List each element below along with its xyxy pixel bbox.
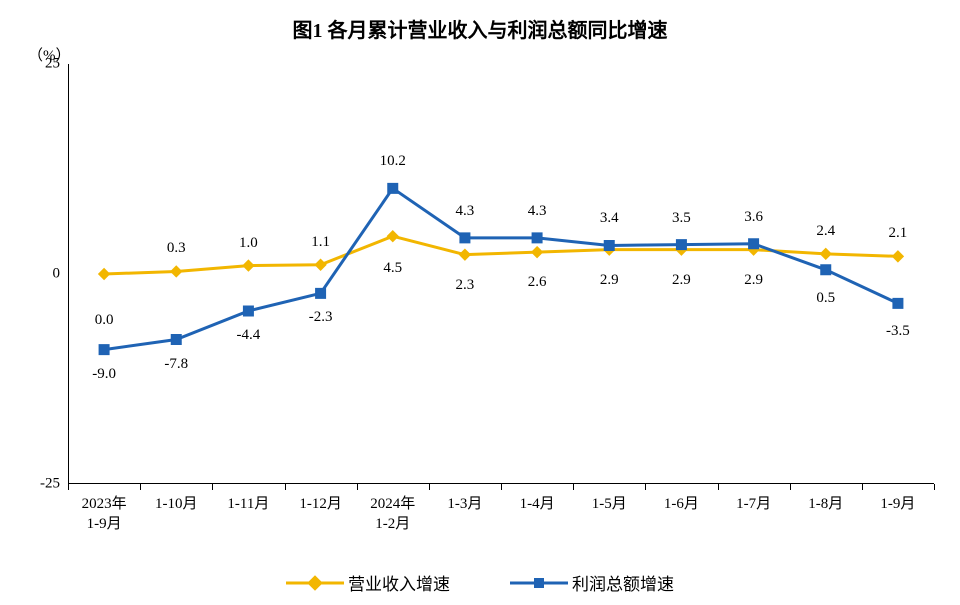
series-marker xyxy=(243,306,253,316)
x-tick xyxy=(357,484,358,490)
data-label: 3.4 xyxy=(600,210,619,227)
x-category-label: 1-8月 xyxy=(808,494,843,514)
series-marker xyxy=(460,233,470,243)
data-label: 2.1 xyxy=(889,225,908,242)
data-label: 0.0 xyxy=(95,312,114,329)
x-tick xyxy=(501,484,502,490)
x-tick xyxy=(573,484,574,490)
x-category-label: 1-7月 xyxy=(736,494,771,514)
x-tick xyxy=(429,484,430,490)
data-label: 0.5 xyxy=(816,290,835,307)
x-category-label: 2023年 1-9月 xyxy=(82,494,127,535)
data-label: 3.6 xyxy=(744,209,763,226)
plot-area: -250252023年 1-9月1-10月1-11月1-12月2024年 1-2… xyxy=(68,64,934,484)
series-marker xyxy=(821,265,831,275)
series-marker xyxy=(676,240,686,250)
y-tick-label: 0 xyxy=(53,266,61,283)
series-marker xyxy=(459,249,470,260)
series-marker xyxy=(892,251,903,262)
x-tick xyxy=(790,484,791,490)
data-label: 4.5 xyxy=(383,260,402,277)
series-marker xyxy=(820,248,831,259)
x-category-label: 1-11月 xyxy=(227,494,269,514)
data-label: -3.5 xyxy=(886,323,910,340)
x-category-label: 1-4月 xyxy=(520,494,555,514)
series-marker xyxy=(749,239,759,249)
y-tick-label: -25 xyxy=(40,476,60,493)
legend-label: 营业收入增速 xyxy=(348,570,450,595)
legend: 营业收入增速 利润总额增速 xyxy=(0,570,960,595)
data-label: 2.6 xyxy=(528,274,547,291)
legend-swatch xyxy=(286,576,344,590)
series-marker xyxy=(604,240,614,250)
x-category-label: 2024年 1-2月 xyxy=(370,494,415,535)
series-marker xyxy=(99,269,110,280)
legend-swatch xyxy=(510,576,568,590)
data-label: -4.4 xyxy=(237,327,261,344)
y-tick-label: 25 xyxy=(45,56,60,73)
data-label: 2.9 xyxy=(744,272,763,289)
x-tick xyxy=(140,484,141,490)
series-marker xyxy=(388,183,398,193)
series-marker xyxy=(243,260,254,271)
data-label: 2.9 xyxy=(672,272,691,289)
x-category-label: 1-12月 xyxy=(299,494,342,514)
chart-title: 图1 各月累计营业收入与利润总额同比增速 xyxy=(0,14,960,43)
series-marker xyxy=(171,266,182,277)
x-tick xyxy=(934,484,935,490)
legend-item: 营业收入增速 xyxy=(286,570,450,595)
series-layer xyxy=(68,64,934,484)
data-label: -7.8 xyxy=(164,356,188,373)
legend-item: 利润总额增速 xyxy=(510,570,674,595)
series-marker xyxy=(532,247,543,258)
data-label: -2.3 xyxy=(309,309,333,326)
x-tick xyxy=(862,484,863,490)
x-category-label: 1-6月 xyxy=(664,494,699,514)
data-label: 10.2 xyxy=(380,153,406,170)
x-category-label: 1-5月 xyxy=(592,494,627,514)
series-marker xyxy=(387,231,398,242)
x-tick xyxy=(285,484,286,490)
x-tick xyxy=(68,484,69,490)
data-label: -9.0 xyxy=(92,366,116,383)
series-marker xyxy=(315,259,326,270)
data-label: 1.0 xyxy=(239,235,258,252)
x-tick xyxy=(212,484,213,490)
data-label: 4.3 xyxy=(528,203,547,220)
legend-marker xyxy=(307,575,323,591)
data-label: 2.3 xyxy=(456,277,475,294)
data-label: 1.1 xyxy=(311,234,330,251)
x-category-label: 1-3月 xyxy=(447,494,482,514)
series-marker xyxy=(99,345,109,355)
series-marker xyxy=(171,335,181,345)
data-label: 3.5 xyxy=(672,210,691,227)
series-marker xyxy=(532,233,542,243)
data-label: 4.3 xyxy=(456,203,475,220)
data-label: 2.9 xyxy=(600,272,619,289)
series-marker xyxy=(316,288,326,298)
x-tick xyxy=(718,484,719,490)
legend-label: 利润总额增速 xyxy=(572,570,674,595)
x-category-label: 1-10月 xyxy=(155,494,198,514)
x-tick xyxy=(645,484,646,490)
series-line xyxy=(104,236,898,274)
legend-marker xyxy=(534,578,544,588)
data-label: 2.4 xyxy=(816,223,835,240)
series-marker xyxy=(893,298,903,308)
x-category-label: 1-9月 xyxy=(880,494,915,514)
data-label: 0.3 xyxy=(167,240,186,257)
